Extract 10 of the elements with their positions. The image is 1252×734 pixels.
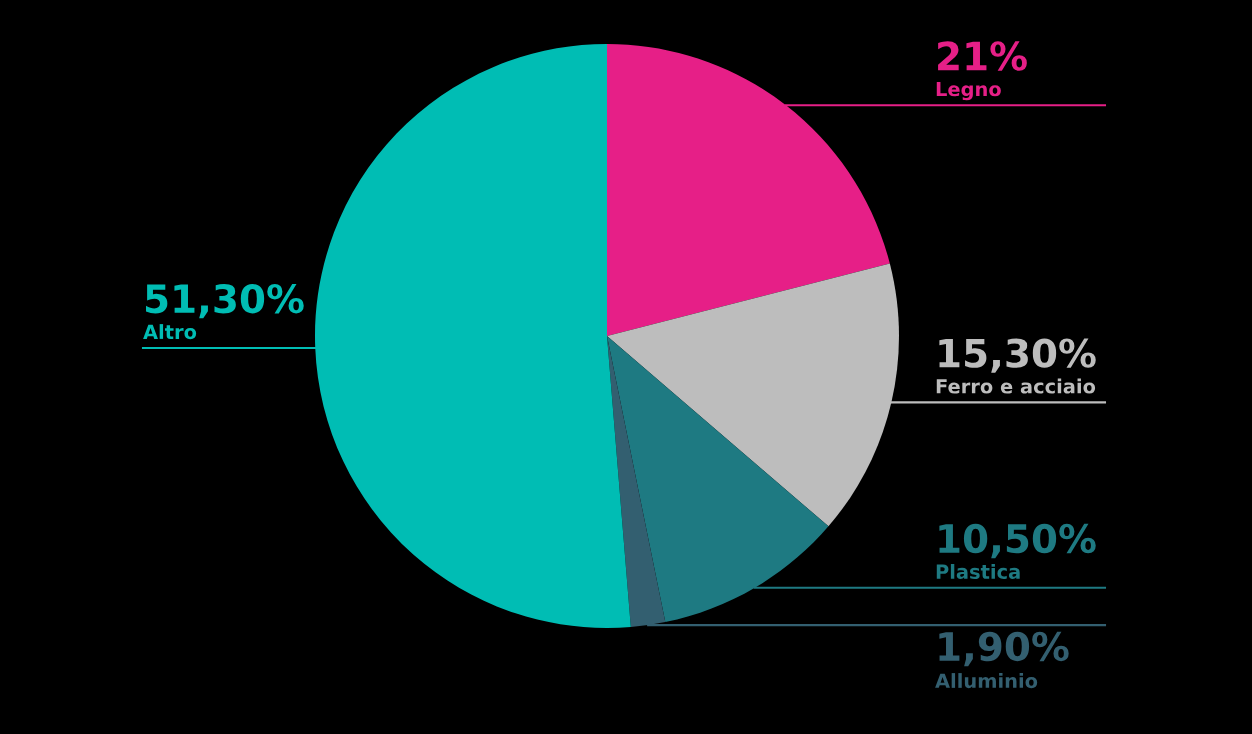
data-label: 21% bbox=[938, 41, 1027, 71]
data-label: 10,50% bbox=[939, 523, 1096, 559]
slice-label: Altro bbox=[143, 324, 197, 340]
slice-label: Plastica bbox=[936, 563, 1020, 580]
data-label: 1,90% bbox=[939, 631, 1069, 667]
slice-label: Ferro e acciaio bbox=[936, 378, 1096, 394]
data-label: 15,30% bbox=[939, 338, 1096, 373]
data-label: 51,30% bbox=[146, 283, 304, 319]
slice-label: Legno bbox=[936, 81, 1001, 101]
slice-label: Alluminio bbox=[935, 673, 1038, 689]
